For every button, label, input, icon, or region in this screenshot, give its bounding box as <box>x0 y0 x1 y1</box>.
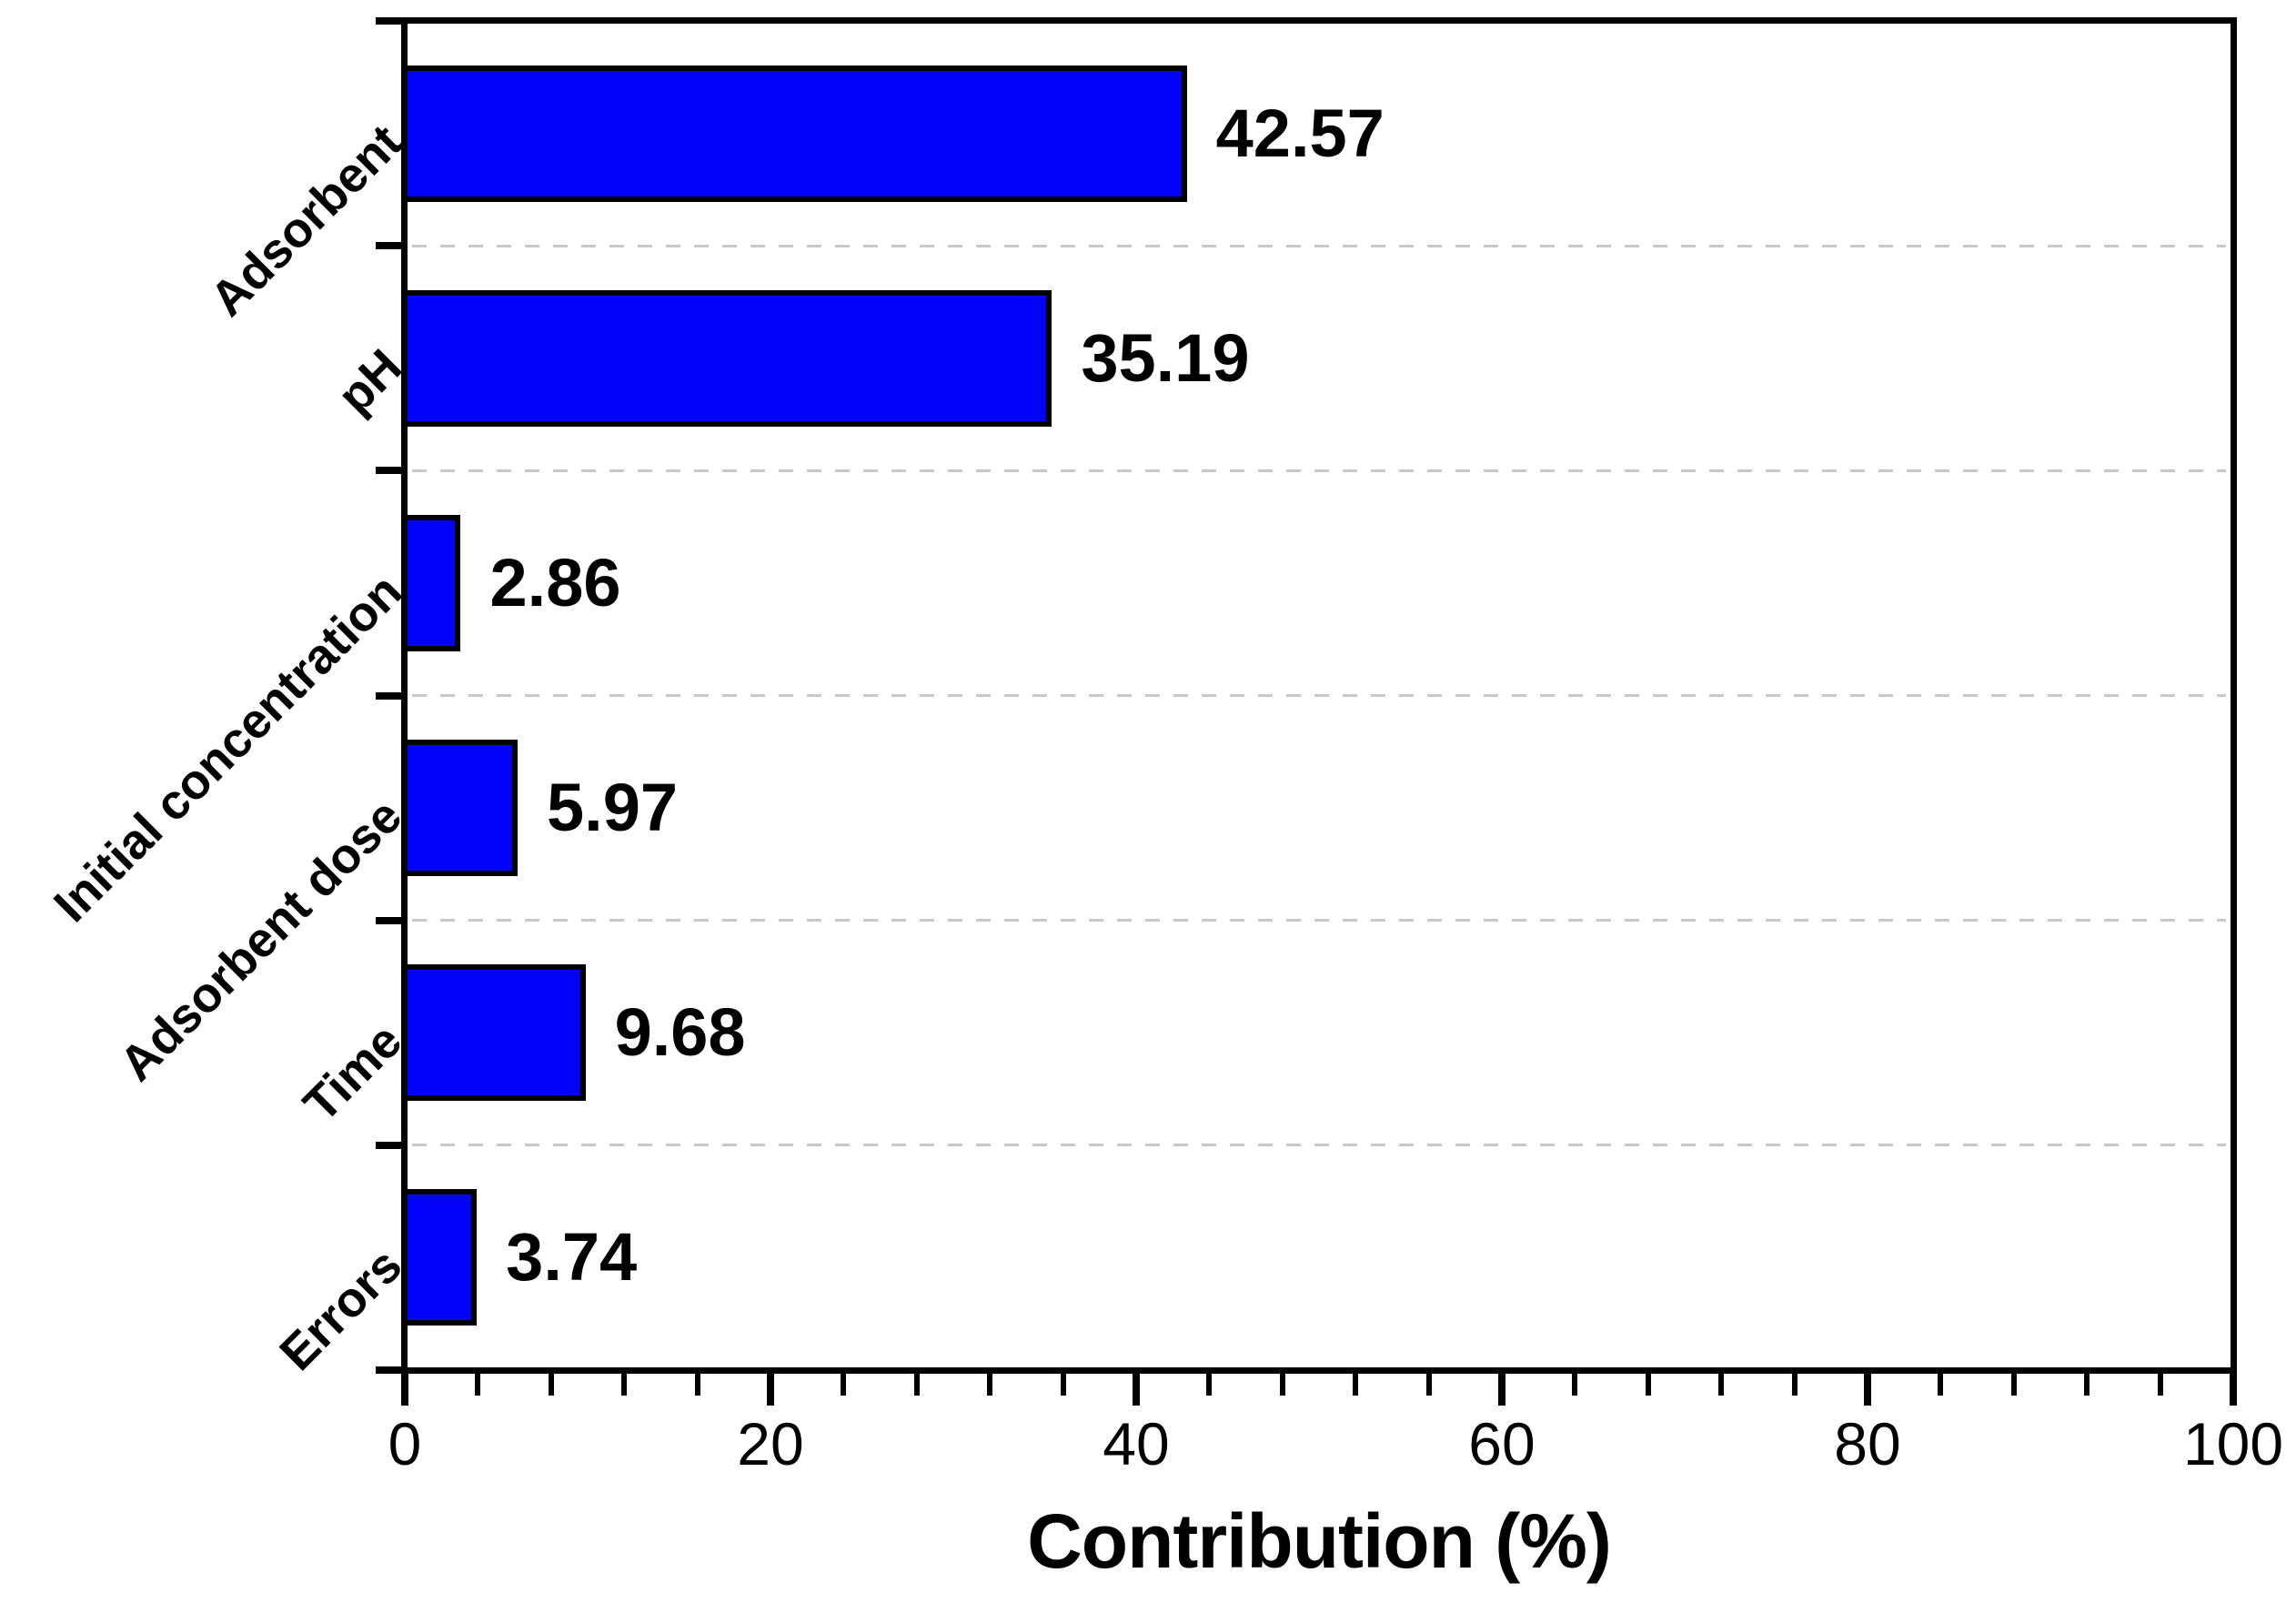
bar-adsorbent-dose <box>401 740 518 877</box>
value-label-adsorbent: 42.57 <box>1215 95 1385 171</box>
x-axis-minor-tick <box>1425 1373 1432 1396</box>
value-label-errors: 3.74 <box>506 1219 638 1295</box>
x-axis-tick-label: 60 <box>1468 1410 1536 1477</box>
y-axis-tick <box>376 916 405 924</box>
x-axis-minor-tick <box>1060 1373 1066 1396</box>
value-label-adsorbent-dose: 5.97 <box>546 770 679 846</box>
x-axis-minor-tick <box>2010 1373 2017 1396</box>
y-axis-tick <box>376 691 405 700</box>
x-axis-minor-tick <box>548 1373 554 1396</box>
x-axis-minor-tick <box>475 1373 481 1396</box>
y-axis-tick <box>376 1141 405 1149</box>
x-axis-minor-tick <box>1279 1373 1285 1396</box>
x-axis-tick-label: 80 <box>1834 1410 1901 1477</box>
bar-ph <box>401 289 1052 427</box>
gridline <box>412 244 2226 247</box>
x-axis-minor-tick <box>1938 1373 1944 1396</box>
x-axis-minor-tick <box>1353 1373 1359 1396</box>
x-axis-minor-tick <box>1791 1373 1798 1396</box>
x-axis-minor-tick <box>913 1373 920 1396</box>
bar-adsorbent <box>401 65 1187 202</box>
gridline <box>412 469 2226 472</box>
x-axis-minor-tick <box>621 1373 628 1396</box>
x-axis-title: Contribution (%) <box>1027 1498 1612 1584</box>
value-label-time: 9.68 <box>614 994 746 1071</box>
x-axis-minor-tick <box>1572 1373 1578 1396</box>
x-axis-tick-label: 0 <box>388 1410 422 1477</box>
value-label-initial-concentration: 2.86 <box>489 544 621 620</box>
bar-initial-concentration <box>401 514 461 651</box>
x-axis-major-tick <box>767 1373 774 1406</box>
y-axis-tick <box>376 242 405 250</box>
x-axis-minor-tick <box>987 1373 993 1396</box>
x-axis-major-tick <box>1133 1373 1140 1406</box>
x-axis-minor-tick <box>2084 1373 2090 1396</box>
category-label-adsorbent: Adsorbent <box>199 114 413 327</box>
x-axis-major-tick <box>1864 1373 1871 1406</box>
y-axis-tick <box>376 467 405 475</box>
category-label-ph: pH <box>327 338 413 424</box>
gridline <box>412 1144 2226 1147</box>
x-axis-minor-tick <box>841 1373 847 1396</box>
x-axis-minor-tick <box>1206 1373 1213 1396</box>
bar-errors <box>401 1189 478 1326</box>
y-axis-tick <box>376 1366 405 1374</box>
x-axis-major-tick <box>401 1373 408 1406</box>
y-axis-tick <box>376 17 405 25</box>
x-axis-tick-label: 40 <box>1103 1410 1170 1477</box>
x-axis-major-tick <box>1498 1373 1505 1406</box>
gridline <box>412 694 2226 697</box>
x-axis-major-tick <box>2230 1373 2237 1406</box>
category-label-errors: Errors <box>269 1238 413 1382</box>
x-axis-minor-tick <box>1645 1373 1651 1396</box>
x-axis-tick-label: 100 <box>2182 1410 2284 1477</box>
value-label-ph: 35.19 <box>1081 319 1250 396</box>
x-axis-tick-label: 20 <box>737 1410 804 1477</box>
gridline <box>412 919 2226 922</box>
bar-time <box>401 964 586 1102</box>
x-axis-minor-tick <box>1718 1373 1725 1396</box>
x-axis-minor-tick <box>2157 1373 2163 1396</box>
x-axis-minor-tick <box>694 1373 700 1396</box>
category-label-time: Time <box>293 1013 413 1133</box>
